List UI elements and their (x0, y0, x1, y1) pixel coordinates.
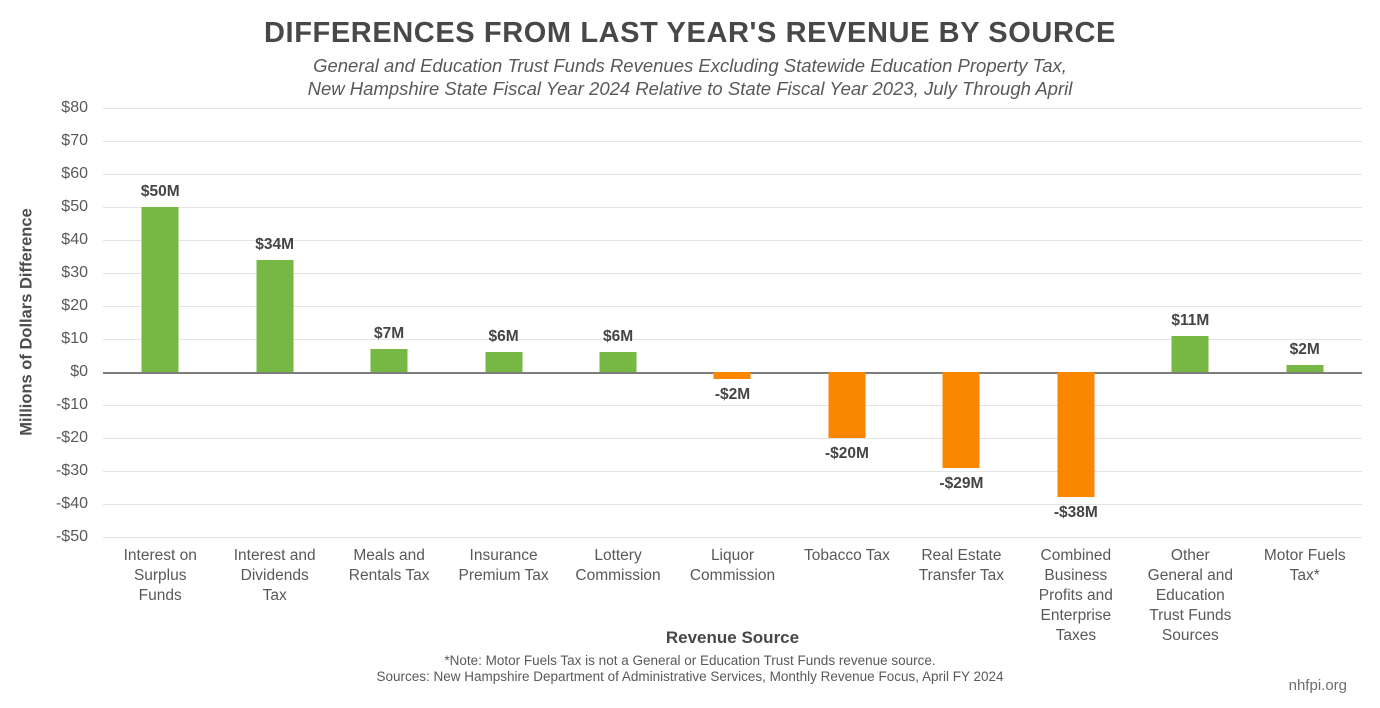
gridline (103, 141, 1362, 142)
gridline (103, 471, 1362, 472)
y-tick-label: $60 (61, 165, 88, 182)
bar (485, 352, 523, 372)
y-tick-label: $10 (61, 330, 88, 347)
bar-value-label: $7M (374, 324, 405, 342)
bar-value-label: $6M (488, 328, 519, 346)
bar (1057, 372, 1095, 498)
bar-column: $7M (332, 108, 446, 537)
y-tick-label: $50 (61, 198, 88, 215)
bar-value-label: -$2M (714, 385, 751, 403)
sources-line: Sources: New Hampshire Department of Adm… (376, 669, 1004, 684)
gridline (103, 504, 1362, 505)
y-tick-label: -$40 (55, 495, 88, 512)
bar-value-label: $6M (602, 328, 634, 346)
x-category-label: Liquor Commission (689, 547, 776, 584)
chart-subtitle: General and Education Trust Funds Revenu… (0, 54, 1380, 100)
bar (599, 352, 637, 372)
gridline (103, 537, 1362, 538)
y-tick-label: $80 (61, 99, 88, 116)
x-category-label: Interest and Dividends Tax (233, 547, 316, 604)
x-axis-title: Revenue Source (665, 628, 800, 647)
y-tick-label: $70 (61, 132, 88, 149)
gridline (103, 207, 1362, 208)
y-tick-label: $30 (61, 264, 88, 281)
bar-column: -$20M (790, 108, 904, 537)
website-watermark: nhfpi.org (1288, 677, 1347, 694)
bar (1286, 365, 1324, 372)
gridline (103, 273, 1362, 274)
chart-subtitle-line2: New Hampshire State Fiscal Year 2024 Rel… (307, 78, 1073, 99)
bar-column: -$2M (675, 108, 789, 537)
gridline (103, 174, 1362, 175)
gridline (103, 438, 1362, 439)
x-category-label: Meals and Rentals Tax (348, 547, 430, 584)
gridline (103, 405, 1362, 406)
bar-column: -$29M (904, 108, 1018, 537)
bar-column: -$38M (1019, 108, 1133, 537)
x-category-label: Interest on Surplus Funds (123, 547, 197, 604)
y-tick-label: $40 (61, 231, 88, 248)
plot-area: $50M $34M $7M $6M $6M -$2M -$20M -$29M -$38M $11M… (103, 108, 1362, 538)
bar-column: $2M (1248, 108, 1362, 537)
bar-column: $34M (217, 108, 331, 537)
gridline (103, 108, 1362, 109)
bar-column: $6M (561, 108, 675, 537)
gridline (103, 339, 1362, 340)
bar (370, 348, 408, 372)
y-tick-labels: $80 $70 $60 $50 $40 $30 $20 $10 $0 -$10 -$20 -$30 -$… (0, 99, 88, 545)
bar-column: $11M (1133, 108, 1247, 537)
x-category-label: Combined Business Profits and Enterprise… (1038, 547, 1113, 644)
x-categories: Interest on Surplus Funds Interest and Di… (103, 546, 1362, 646)
bar (713, 372, 751, 379)
bar (256, 259, 294, 372)
y-tick-label: -$50 (55, 528, 88, 545)
y-tick-label: -$20 (55, 429, 88, 446)
y-tick-label: $20 (61, 297, 88, 314)
x-category-label: Motor Fuels Tax* (1263, 547, 1346, 584)
x-category-label: Lottery Commission (575, 547, 661, 584)
y-tick-label: $0 (70, 363, 88, 380)
chart-title: DIFFERENCES FROM LAST YEAR'S REVENUE BY … (264, 17, 1116, 49)
bar-column: $6M (446, 108, 560, 537)
y-tick-label: -$10 (55, 396, 88, 413)
bar-value-label: -$29M (939, 474, 984, 492)
bar-value-label: $34M (255, 235, 295, 253)
y-tick-label: -$30 (55, 462, 88, 479)
bar-column: $50M (103, 108, 217, 537)
bars: $50M $34M $7M $6M $6M -$2M -$20M -$29M -$38M $11M… (103, 108, 1362, 537)
chart-subtitle-line1: General and Education Trust Funds Revenu… (313, 55, 1067, 76)
bar-value-label: $11M (1171, 311, 1210, 329)
gridline (103, 240, 1362, 241)
bar (141, 207, 179, 372)
bar-value-label: $2M (1289, 341, 1320, 359)
bar-value-label: $50M (140, 183, 180, 200)
bar-value-label: -$20M (824, 445, 869, 462)
gridline (103, 306, 1362, 307)
x-category-label: Insurance Premium Tax (458, 547, 549, 584)
bar-value-label: -$38M (1053, 504, 1098, 522)
bar (1171, 335, 1209, 372)
bar (828, 372, 866, 438)
x-category-label: Other General and Education Trust Funds … (1147, 547, 1233, 644)
footnote: *Note: Motor Fuels Tax is not a General … (444, 653, 936, 668)
bar (942, 372, 980, 468)
x-category-label: Tobacco Tax (804, 547, 890, 564)
x-category-label: Real Estate Transfer Tax (918, 547, 1005, 584)
